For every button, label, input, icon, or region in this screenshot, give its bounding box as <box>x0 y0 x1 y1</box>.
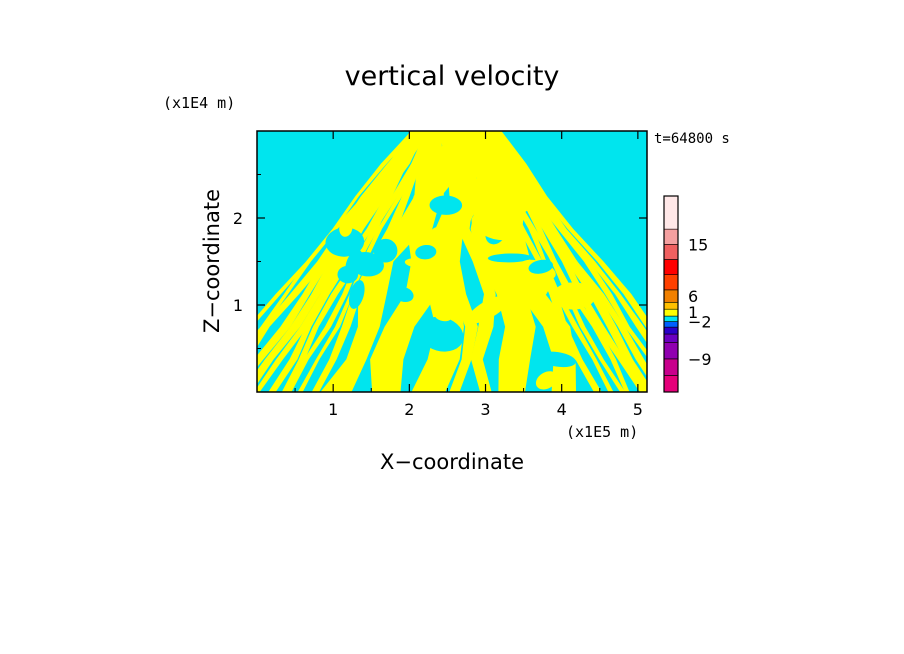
field-blob <box>404 258 432 268</box>
x-tick-label: 3 <box>480 400 490 419</box>
field-blob <box>415 244 437 260</box>
field-blob <box>429 195 463 215</box>
colorbar-label: 15 <box>688 235 708 254</box>
field-band <box>457 131 496 392</box>
x-tick-label: 1 <box>328 400 338 419</box>
x-tick-label: 5 <box>633 400 643 419</box>
y-axis-label: Z−coordinate <box>200 189 224 333</box>
colorbar-swatch <box>663 315 679 322</box>
field-blob <box>552 282 596 310</box>
x-tick-label: 2 <box>404 400 414 419</box>
x-tick-label: 4 <box>557 400 567 419</box>
field-band <box>492 131 647 344</box>
y-axis: 12 <box>233 174 647 349</box>
field-blob <box>487 253 532 263</box>
colorbar-swatch <box>663 301 679 310</box>
field-band <box>491 131 647 358</box>
colorbar-swatch <box>663 244 679 260</box>
velocity-field <box>257 131 647 392</box>
field-blob <box>339 219 353 237</box>
field-blob <box>345 249 363 276</box>
colorbar-label: −2 <box>688 313 712 332</box>
field-blob <box>393 286 414 303</box>
field-band <box>486 131 647 377</box>
plot-area <box>256 130 648 393</box>
colorbar-swatch <box>663 321 679 328</box>
colorbar-label: 1 <box>688 303 698 322</box>
colorbar-swatch <box>663 342 679 360</box>
colorbar-label: 6 <box>688 287 698 306</box>
colorbar: 15 61−2 −9 <box>663 195 712 393</box>
x-axis-label: X−coordinate <box>380 450 524 474</box>
colorbar-swatch <box>663 274 679 291</box>
colorbar-swatch <box>663 259 679 275</box>
field-band <box>257 131 426 392</box>
field-blob <box>538 351 576 368</box>
colorbar-swatch <box>663 333 679 343</box>
field-blob <box>325 227 365 257</box>
field-blob <box>505 275 550 308</box>
x-axis: 1 2 3 4 5 <box>294 131 643 419</box>
colorbar-swatch <box>663 375 679 393</box>
field-blob <box>504 195 537 219</box>
field-blob <box>348 280 365 309</box>
field-band <box>477 131 630 392</box>
field-band <box>495 131 647 329</box>
field-blob <box>434 309 453 322</box>
y-tick-label: 2 <box>233 209 243 228</box>
field-blob <box>528 259 554 274</box>
x-unit-label: (x1E5 m) <box>566 423 638 441</box>
colorbar-swatch <box>663 326 679 335</box>
time-label: t=64800 s <box>654 131 730 147</box>
chart-title: vertical velocity <box>345 61 560 92</box>
colorbar-swatch <box>663 228 679 245</box>
colorbar-swatch <box>663 195 679 230</box>
field-blob <box>535 371 558 390</box>
field-blob <box>418 316 464 352</box>
colorbar-swatch <box>663 289 679 303</box>
colorbar-frame <box>663 195 679 393</box>
colorbar-label: −9 <box>688 350 712 369</box>
field-blob <box>467 295 509 324</box>
field-blob <box>471 212 515 241</box>
field-blob <box>430 226 447 243</box>
y-tick-label: 1 <box>233 296 243 315</box>
field-band <box>486 131 647 392</box>
y-unit-label: (x1E4 m) <box>163 94 235 112</box>
field-blob <box>373 238 398 263</box>
colorbar-swatch <box>663 308 679 317</box>
colorbar-swatch <box>663 358 679 376</box>
